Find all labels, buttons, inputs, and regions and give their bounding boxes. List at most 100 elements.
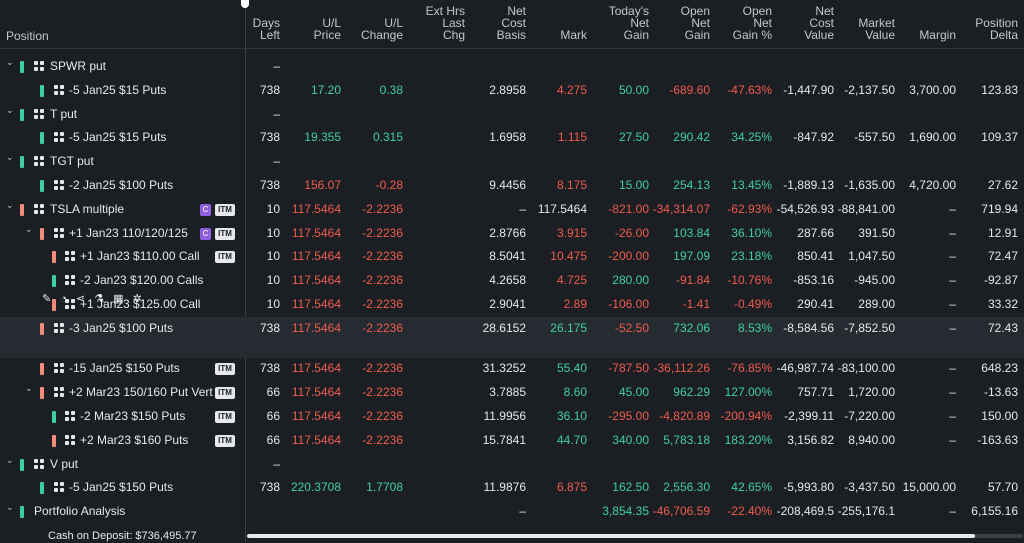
table-row[interactable]: -5 Jan25 $15 Puts 738 19.355 0.315 1.6958 1.1…: [0, 126, 1024, 150]
table-row[interactable]: -2 Mar23 $150 Puts ITM 66 117.5464 -2.2236 11…: [0, 405, 1024, 429]
column-resize-handle[interactable]: [241, 0, 249, 8]
table-row[interactable]: +1 Jan23 $110.00 Call ITM 10 117.5464 -2.223…: [0, 245, 1024, 269]
position-name: -5 Jan25 $150 Puts: [69, 480, 174, 494]
table-row[interactable]: -2 Jan25 $100 Puts 738 156.07 -0.28 9.4456 8.…: [0, 174, 1024, 198]
expand-chevron-icon[interactable]: ⌄: [6, 152, 14, 162]
cell-margin: –: [949, 226, 956, 240]
cell-mv: -7,220.00: [844, 409, 895, 423]
grid-icon: [65, 275, 75, 285]
grid-icon: [54, 132, 64, 142]
cell-mark: 55.40: [556, 361, 587, 375]
column-header-position[interactable]: Position: [6, 29, 49, 43]
position-color-bar: [52, 251, 56, 263]
position-name: +1 Jan23 110/120/125 C: [69, 226, 190, 240]
column-header-ong[interactable]: Open Net Gain: [680, 4, 710, 42]
table-row[interactable]: ⌄ +1 Jan23 110/120/125 C ITM C 10 117.5464 -2.…: [0, 222, 1024, 246]
cell-mv: -2,137.50: [844, 83, 895, 97]
expand-chevron-icon[interactable]: ⌄: [6, 57, 14, 67]
table-row[interactable]: -15 Jan25 $150 Puts ITM 738 117.5464 -2.2236…: [0, 357, 1024, 381]
column-header-ulp[interactable]: U/L Price: [313, 16, 341, 42]
table-row[interactable]: +2 Mar23 $160 Puts ITM 66 117.5464 -2.2236 15…: [0, 429, 1024, 453]
table-row[interactable]: +1 Jan23 $125.00 Call 10 117.5464 -2.2236 2.…: [0, 293, 1024, 317]
cell-ong: 103.84: [673, 226, 710, 240]
column-header-ongp[interactable]: Open Net Gain %: [732, 4, 772, 42]
position-name: +2 Mar23 $160 Puts: [80, 433, 189, 447]
position-name: +1 Jan23 $110.00 Call: [80, 249, 200, 263]
column-header-margin[interactable]: Margin: [919, 28, 956, 42]
position-name: TGT put: [50, 154, 94, 168]
grid-icon: [54, 85, 64, 95]
grid-icon: [54, 323, 64, 333]
cell-ulp: 117.5464: [291, 273, 341, 287]
cell-margin: –: [949, 433, 956, 447]
cell-mark: 8.175: [556, 178, 587, 192]
table-row[interactable]: ⌄ V put –: [0, 453, 1024, 477]
cell-ong: -36,112.26: [653, 361, 711, 375]
cell-mv: -945.00: [854, 273, 895, 287]
column-header-today[interactable]: Today's Net Gain: [608, 4, 649, 42]
cell-ong: 254.13: [673, 178, 710, 192]
column-header-ncv[interactable]: Net Cost Value: [804, 4, 834, 42]
cell-mv: 8,940.00: [848, 433, 895, 447]
horizontal-scrollbar[interactable]: [247, 534, 975, 538]
position-name: Portfolio Analysis: [34, 504, 126, 518]
column-header-ext[interactable]: Ext Hrs Last Chg: [425, 4, 465, 42]
column-divider[interactable]: [245, 0, 246, 543]
grid-icon: [34, 459, 44, 469]
column-header-pd[interactable]: Position Delta: [975, 16, 1018, 42]
table-row[interactable]: ⌄ TGT put –: [0, 150, 1024, 174]
cell-ong: -1.41: [682, 297, 710, 311]
expand-chevron-icon[interactable]: ⌄: [25, 383, 33, 393]
grid-icon: [65, 251, 75, 261]
column-header-ncb[interactable]: Net Cost Basis: [496, 4, 526, 42]
position-name: -5 Jan25 $15 Puts: [69, 83, 167, 97]
row-tools: ✎ ◔ ⋖ ⚗ ▦ ✲: [42, 293, 145, 305]
expand-chevron-icon[interactable]: ⌄: [6, 455, 14, 465]
position-color-bar: [40, 482, 44, 494]
expand-chevron-icon[interactable]: ⌄: [6, 105, 14, 115]
table-row[interactable]: ⌄ T put –: [0, 103, 1024, 127]
table-row[interactable]: ⌄ Portfolio Analysis – 3,854.35 -46,706.59 -2…: [0, 500, 1024, 524]
table-row[interactable]: -2 Jan23 $120.00 Calls 10 117.5464 -2.2236 4…: [0, 269, 1024, 293]
position-color-bar: [40, 132, 44, 144]
column-header-mark[interactable]: Mark: [560, 28, 587, 42]
table-row[interactable]: ⌄ TSLA multiple ITM C 10 117.5464 -2.2236–117.…: [0, 198, 1024, 222]
position-color-bar: [40, 363, 44, 375]
cell-today: 15.00: [618, 178, 649, 192]
grid-icon: [54, 482, 64, 492]
table-row[interactable]: ⌄ +2 Mar23 150/160 Put Vert ITM 66 117.5464 -…: [0, 381, 1024, 405]
cell-ongp: 23.18%: [731, 249, 772, 263]
table-row[interactable]: -3 Jan25 $100 Puts 738 117.5464 -2.2236 28.6…: [0, 317, 1024, 358]
table-row[interactable]: -5 Jan25 $15 Puts 738 17.20 0.38 2.8958 4.275…: [0, 79, 1024, 103]
cell-margin: –: [949, 297, 956, 311]
cell-ncv: -847.92: [793, 130, 834, 144]
itm-badge: ITM: [215, 363, 235, 375]
cell-ulc: -2.2236: [362, 433, 403, 447]
column-header-days[interactable]: Days Left: [252, 16, 280, 42]
expand-chevron-icon[interactable]: ⌄: [6, 200, 14, 210]
cell-ncb: 3.7885: [489, 385, 526, 399]
cell-ong: -91.84: [675, 273, 710, 287]
itm-badge: ITM: [215, 411, 235, 423]
cell-pd: 33.32: [987, 297, 1018, 311]
cell-pd: 6,155.16: [971, 504, 1018, 518]
cell-margin: 4,720.00: [909, 178, 956, 192]
table-row[interactable]: -5 Jan25 $150 Puts 738 220.3708 1.7708 11.98…: [0, 476, 1024, 500]
cell-ulc: -2.2236: [362, 202, 403, 216]
cell-ong: 732.06: [673, 321, 710, 335]
position-name: -3 Jan25 $100 Puts: [69, 321, 174, 335]
cell-days: –: [273, 457, 280, 471]
complex-badge: C: [200, 228, 211, 240]
expand-chevron-icon[interactable]: ⌄: [25, 224, 33, 234]
cell-ongp: -200.94%: [720, 409, 772, 423]
cell-ncv: -1,447.90: [783, 83, 834, 97]
cell-ncv: -2,399.11: [784, 409, 834, 423]
cell-margin: –: [949, 273, 956, 287]
position-color-bar: [52, 411, 56, 423]
cell-ongp: -0.49%: [733, 297, 772, 311]
expand-chevron-icon[interactable]: ⌄: [6, 502, 14, 512]
column-header-ulc[interactable]: U/L Change: [360, 16, 403, 42]
cell-days: –: [273, 107, 280, 121]
column-header-mv[interactable]: Market Value: [858, 16, 895, 42]
table-row[interactable]: ⌄ SPWR put –: [0, 55, 1024, 79]
